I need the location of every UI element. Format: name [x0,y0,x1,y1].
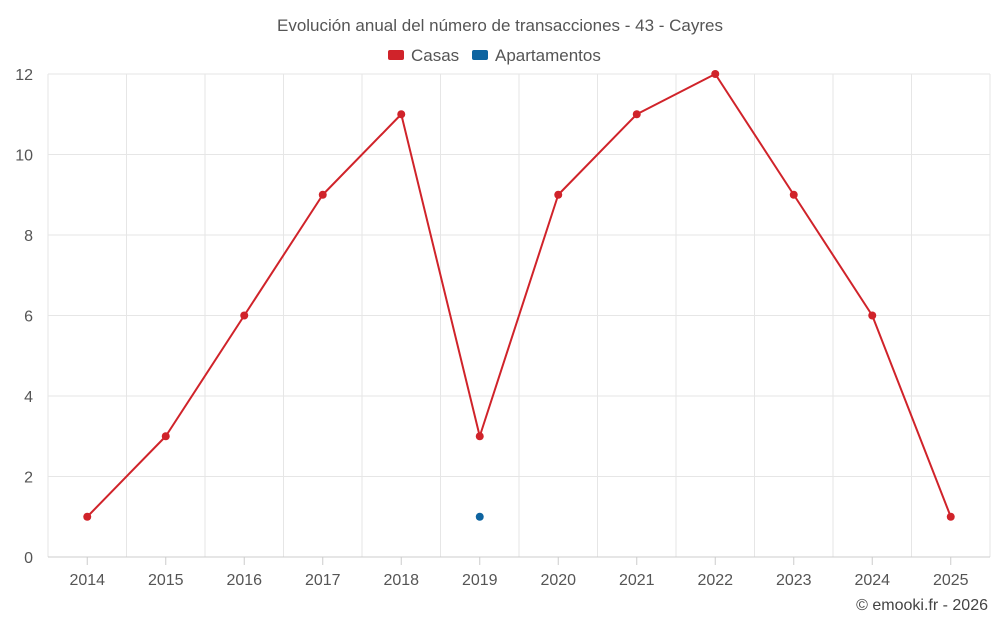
x-tick-label-2023: 2023 [776,572,812,589]
y-tick-label-6: 6 [24,309,33,326]
data-point-casas-2016[interactable] [240,311,249,320]
y-tick-label-12: 12 [15,67,33,84]
y-tick-label-0: 0 [24,550,33,567]
series-line-casas [86,73,952,518]
data-point-casas-2022[interactable] [711,70,720,78]
x-tick-label-2014: 2014 [69,572,105,589]
legend-item-casas[interactable]: Casas [388,46,459,65]
x-tick-label-2016: 2016 [226,572,262,589]
legend-item-apartamentos[interactable]: Apartamentos [472,46,601,65]
x-tick-label-2025: 2025 [933,572,969,589]
chart-title: Evolución anual del número de transaccio… [277,16,723,35]
y-tick-label-8: 8 [24,228,33,245]
legend-swatch-apartamentos [472,50,488,60]
data-point-casas-2025[interactable] [946,512,955,521]
legend: Casas Apartamentos [388,46,601,65]
data-point-casas-2020[interactable] [554,190,563,199]
x-tick-label-2024: 2024 [854,572,890,589]
x-tick-label-2018: 2018 [383,572,419,589]
data-point-casas-2024[interactable] [868,311,877,320]
y-tick-label-4: 4 [24,389,33,406]
y-axis: 0 2 4 6 8 10 12 [15,67,33,567]
x-tick-label-2015: 2015 [148,572,184,589]
x-tick-label-2017: 2017 [305,572,341,589]
x-tick-label-2021: 2021 [619,572,655,589]
x-axis: 2014 2015 2016 2017 2018 2019 2020 2021 2022 2023… [48,556,990,589]
data-point-casas-2017[interactable] [318,190,327,199]
y-tick-label-10: 10 [15,148,33,165]
series [83,70,955,521]
y-tick-label-2: 2 [24,470,33,487]
x-tick-label-2022: 2022 [697,572,733,589]
data-point-casas-2018[interactable] [397,110,406,119]
data-point-apartamentos-2019[interactable] [475,512,484,521]
data-point-casas-2023[interactable] [789,190,798,199]
data-point-casas-2021[interactable] [632,110,641,119]
data-point-casas-2014[interactable] [83,512,92,521]
data-point-casas-2019[interactable] [475,432,484,441]
legend-label-casas: Casas [411,46,459,65]
legend-label-apartamentos: Apartamentos [495,46,601,65]
x-tick-label-2019: 2019 [462,572,498,589]
data-point-casas-2015[interactable] [161,432,170,441]
credit-text: © emooki.fr - 2026 [856,597,988,614]
x-tick-label-2020: 2020 [540,572,576,589]
legend-swatch-casas [388,50,404,60]
